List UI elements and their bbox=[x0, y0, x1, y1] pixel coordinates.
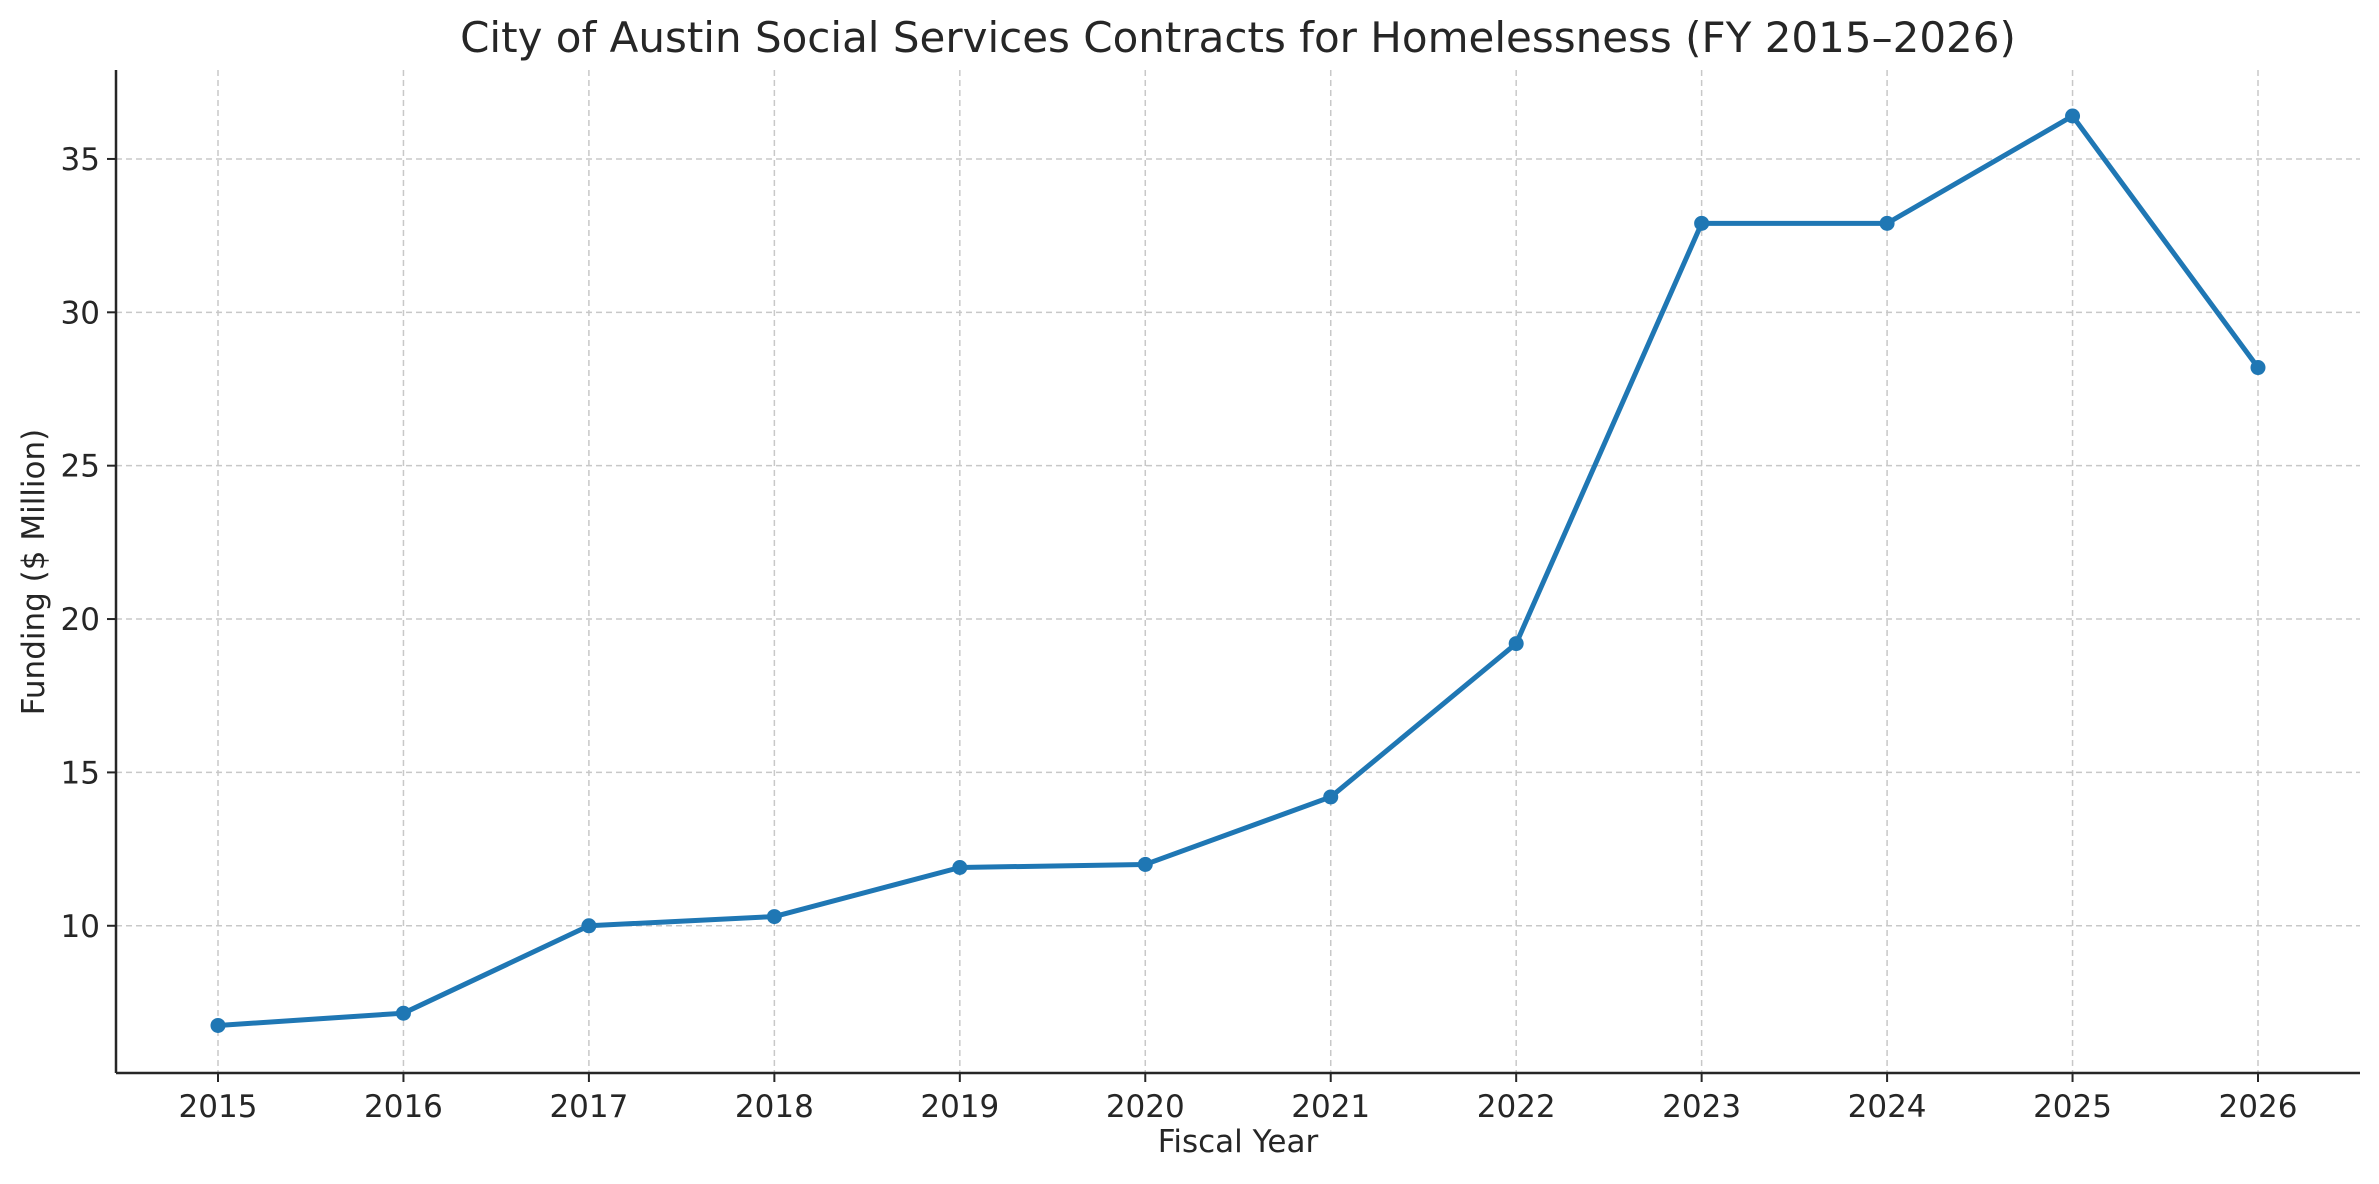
y-tick-label: 30 bbox=[61, 295, 100, 331]
data-point bbox=[1508, 636, 1524, 652]
data-point bbox=[581, 918, 597, 934]
x-tick-label: 2022 bbox=[1477, 1089, 1556, 1125]
x-tick-label: 2015 bbox=[179, 1089, 258, 1125]
data-point bbox=[395, 1005, 411, 1021]
y-axis-label: Funding ($ Million) bbox=[16, 429, 52, 715]
x-tick-label: 2019 bbox=[920, 1089, 999, 1125]
x-tick-label: 2017 bbox=[549, 1089, 628, 1125]
data-point bbox=[1323, 789, 1339, 805]
x-axis-label: Fiscal Year bbox=[1158, 1124, 1319, 1160]
data-point bbox=[2065, 108, 2081, 124]
axes-layer bbox=[114, 70, 2360, 1075]
x-tick-label: 2018 bbox=[735, 1089, 814, 1125]
y-tick-label: 35 bbox=[61, 142, 100, 178]
x-tick-label: 2020 bbox=[1106, 1089, 1185, 1125]
x-tick-label: 2016 bbox=[364, 1089, 443, 1125]
x-tick-label: 2023 bbox=[1662, 1089, 1741, 1125]
y-tick-label: 10 bbox=[61, 909, 100, 945]
data-point bbox=[1879, 215, 1895, 231]
ticks-layer: 2015 2016 2017 2018 2019 2020 2021 2022 2023 2024… bbox=[61, 142, 2298, 1125]
data-point bbox=[766, 909, 782, 925]
data-point bbox=[210, 1017, 226, 1033]
x-tick-label: 2021 bbox=[1291, 1089, 1370, 1125]
y-tick-label: 15 bbox=[61, 755, 100, 791]
data-point bbox=[1694, 215, 1710, 231]
series-line bbox=[215, 113, 2261, 1028]
x-tick-label: 2025 bbox=[2033, 1089, 2112, 1125]
chart-title: City of Austin Social Services Contracts… bbox=[460, 13, 2016, 62]
data-point bbox=[1137, 856, 1153, 872]
x-tick-label: 2026 bbox=[2219, 1089, 2298, 1125]
y-tick-label: 20 bbox=[61, 602, 100, 638]
x-tick-label: 2024 bbox=[1848, 1089, 1927, 1125]
series-layer bbox=[210, 108, 2266, 1033]
data-point bbox=[952, 859, 968, 875]
data-point bbox=[2250, 360, 2266, 376]
grid-layer bbox=[116, 70, 2360, 1073]
y-tick-label: 25 bbox=[61, 449, 100, 485]
